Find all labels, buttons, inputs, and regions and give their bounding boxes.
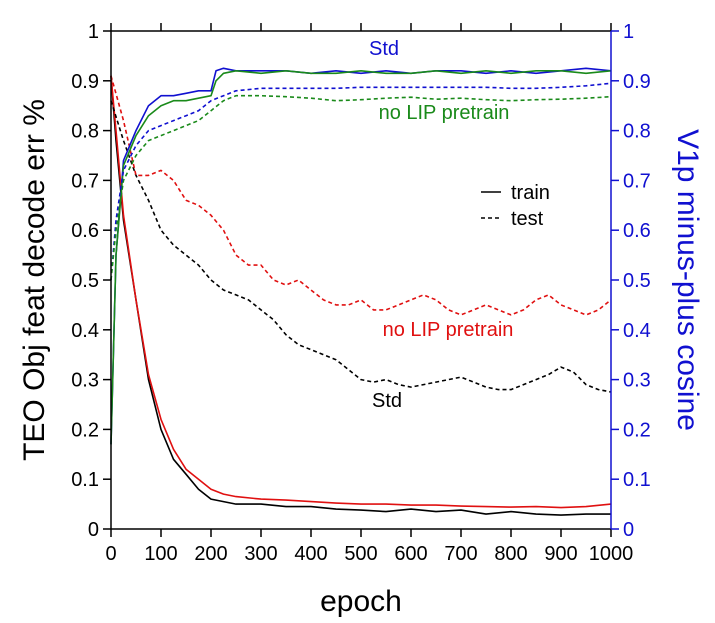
- y-left-tick-label: 0.9: [71, 71, 99, 93]
- axes-layer: 0 100 200 300 400 500 600 700 800 900 100000.10.20…: [71, 21, 651, 565]
- y-right-tick-label: 0.2: [623, 419, 651, 441]
- x-axis-title: epoch: [320, 585, 402, 618]
- series-line-nolip_err_train: [110, 75, 612, 509]
- y-right-tick-label: 1: [623, 21, 634, 43]
- y-left-tick-label: 0.6: [71, 220, 99, 242]
- y-right-tick-label: 0.6: [623, 220, 651, 242]
- x-tick-label: 800: [494, 543, 527, 565]
- series-line-nolip_err_test: [110, 75, 612, 316]
- y-left-tick-label: 0.8: [71, 121, 99, 143]
- x-tick-label: 300: [244, 543, 277, 565]
- y-left-tick-label: 0: [88, 519, 99, 541]
- y-left-tick-label: 0.1: [71, 469, 99, 491]
- series-line-nolip_cos_test: [110, 94, 612, 281]
- series-line-std_err_train: [110, 75, 611, 516]
- y-right-tick-label: 0.3: [623, 370, 651, 392]
- series-layer: [110, 67, 612, 516]
- series-line-nolip_cos_train: [110, 70, 612, 445]
- x-tick-label: 700: [444, 543, 477, 565]
- legend-test-label: test: [511, 208, 544, 230]
- y-right-tick-label: 0.7: [623, 170, 651, 192]
- y-right-tick-label: 0.1: [623, 469, 651, 491]
- x-tick-label: 500: [344, 543, 377, 565]
- x-tick-label: 100: [144, 543, 177, 565]
- series-line-std_cos_train: [110, 67, 612, 445]
- y-axis-right-title: V1p minus-plus cosine: [671, 129, 704, 431]
- y-left-tick-label: 0.4: [71, 320, 99, 342]
- annotation-nolip-error: no LIP pretrain: [383, 319, 514, 341]
- x-tick-label: 600: [394, 543, 427, 565]
- y-right-tick-label: 0.9: [623, 71, 651, 93]
- y-right-tick-label: 0: [623, 519, 634, 541]
- y-right-tick-label: 0.8: [623, 121, 651, 143]
- x-tick-label: 900: [544, 543, 577, 565]
- x-tick-label: 400: [294, 543, 327, 565]
- y-left-tick-label: 0.2: [71, 419, 99, 441]
- annotation-std-error: Std: [372, 390, 402, 412]
- annotation-nolip-cosine: no LIP pretrain: [379, 102, 510, 124]
- series-line-std_err_test: [110, 100, 612, 393]
- x-tick-label: 0: [105, 543, 116, 565]
- legend-train-label: train: [511, 182, 550, 204]
- legend: train test: [481, 182, 550, 230]
- y-left-tick-label: 0.5: [71, 270, 99, 292]
- x-tick-label: 200: [194, 543, 227, 565]
- y-left-tick-label: 1: [88, 21, 99, 43]
- y-left-tick-label: 0.3: [71, 370, 99, 392]
- y-axis-left-title: TEO Obj feat decode err %: [18, 99, 51, 461]
- y-right-tick-label: 0.4: [623, 320, 651, 342]
- series-line-std_cos_test: [110, 82, 612, 281]
- x-tick-label: 1000: [589, 543, 634, 565]
- annotation-std-cosine: Std: [369, 38, 399, 60]
- y-left-tick-label: 0.7: [71, 170, 99, 192]
- y-right-tick-label: 0.5: [623, 270, 651, 292]
